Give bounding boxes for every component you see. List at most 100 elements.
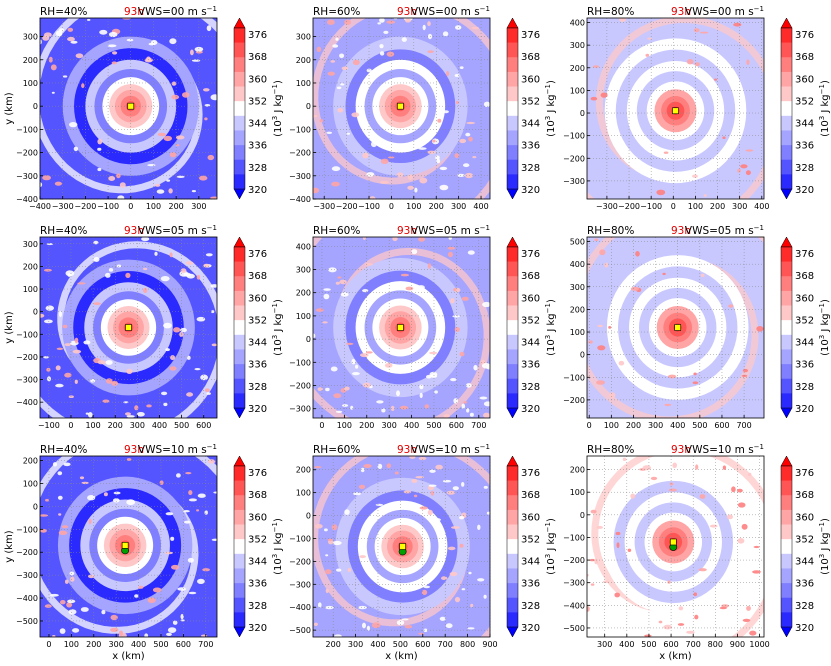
x-tick-label: −400 [29, 202, 51, 211]
convective-cell [600, 92, 608, 98]
convective-cell [88, 518, 92, 525]
convective-cell [590, 583, 595, 586]
convective-cell [424, 404, 429, 409]
convective-cell [362, 382, 371, 388]
convective-cell [644, 634, 652, 637]
y-tick-label: 0 [580, 511, 585, 520]
colorbar-tick-label: 320 [248, 404, 267, 415]
convective-cell [72, 628, 80, 633]
convective-cell [366, 625, 370, 631]
convective-cell [663, 624, 673, 630]
x-tick-label: 500 [393, 640, 408, 649]
colorbar-tick-label: 336 [521, 141, 540, 152]
convective-cell [415, 476, 425, 479]
convective-cell [486, 364, 490, 370]
convective-cell [377, 22, 382, 25]
convective-cell [469, 412, 474, 417]
convective-cell [693, 592, 698, 597]
panel-title-time: 93h [671, 6, 691, 18]
convective-cell [418, 237, 425, 242]
y-tick-label: −400 [16, 594, 38, 603]
convective-cell [344, 19, 351, 25]
convective-cell [81, 83, 85, 89]
convective-cell [52, 462, 58, 467]
panel-title-time: 93h [671, 444, 691, 456]
convective-cell [630, 493, 636, 499]
x-tick-label: 300 [451, 202, 466, 211]
colorbar-segment [234, 130, 245, 146]
convective-cell [453, 288, 457, 292]
colorbar-segment [507, 495, 518, 511]
colorbar-segment [507, 393, 518, 409]
convective-cell [59, 28, 65, 32]
convective-cell [358, 605, 367, 610]
colorbar-tick-label: 320 [521, 185, 540, 196]
colorbar-frame [506, 246, 519, 409]
convective-cell [482, 301, 490, 308]
convective-cell [344, 509, 350, 515]
convective-cell [411, 249, 418, 255]
colorbar-tick-label: 352 [521, 534, 540, 545]
convective-cell [396, 172, 404, 178]
convective-cell [206, 25, 212, 32]
convective-cell [160, 276, 170, 282]
x-tick-label: 300 [382, 421, 397, 430]
colorbar-segment [781, 261, 792, 277]
convective-cell [88, 412, 93, 418]
convective-cell [90, 379, 96, 383]
colorbar-segment [234, 480, 245, 496]
panel-1: −400 −300 −200 −100 0 100 200 3003002001000−100… [4, 5, 284, 211]
colorbar-tick-label: 328 [521, 601, 540, 612]
convective-cell [168, 188, 173, 194]
convective-cell [434, 390, 438, 394]
convective-cell [594, 558, 599, 565]
convective-cell [467, 250, 475, 255]
colorbar-segment [507, 305, 518, 321]
convective-cell [672, 462, 677, 469]
convective-cell [448, 237, 452, 240]
convective-cell [737, 168, 741, 173]
colorbar: 376 368 360 352 344 336 328 320 (103 J kg−1) [780, 17, 831, 200]
x-tick-label: 400 [404, 421, 419, 430]
convective-cell [143, 287, 148, 293]
colorbar-extend-min [233, 626, 246, 638]
convective-cell [154, 183, 161, 187]
colorbar-tick-label: 320 [521, 623, 540, 634]
colorbar-segment [234, 378, 245, 394]
convective-cell [656, 189, 666, 196]
y-tick-label: −200 [16, 149, 38, 158]
colorbar-tick-label: 344 [521, 338, 540, 349]
convective-cell [604, 262, 609, 268]
convective-cell [737, 502, 746, 508]
x-tick-label: 600 [449, 421, 464, 430]
convective-cell [692, 174, 698, 178]
colorbar-segment [781, 130, 792, 146]
y-tick-label: −100 [563, 373, 585, 382]
colorbar-segment [781, 393, 792, 409]
convective-cell [471, 26, 479, 30]
colorbar: 376 368 360 352 344 336 328 320 (103 J kg−1) [780, 236, 831, 419]
convective-cell [472, 156, 477, 159]
convective-cell [313, 115, 318, 118]
panel-title-vws: VWS=05 m s−1 [685, 224, 764, 237]
convective-cell [105, 272, 111, 278]
convective-cell [83, 340, 91, 345]
colorbar: 376 368 360 352 344 336 328 320 (103 J kg−1) [233, 17, 284, 200]
y-tick-label: 0 [33, 308, 38, 317]
colorbar-tick-label: 320 [248, 623, 267, 634]
convective-cell [146, 56, 151, 61]
x-tick-label: 200 [429, 202, 444, 211]
colorbar-segment [781, 145, 792, 161]
x-axis-label: x (km) [112, 651, 145, 662]
colorbar-segment [234, 349, 245, 365]
convective-cell [77, 282, 86, 285]
colorbar-tick-label: 328 [521, 163, 540, 174]
convective-cell [427, 21, 431, 27]
convective-cell [457, 173, 465, 177]
convective-cell [70, 40, 78, 44]
convective-cell [449, 571, 458, 577]
convective-cell [753, 545, 760, 549]
convective-cell [60, 600, 66, 605]
colorbar-frame [780, 465, 793, 628]
convective-cell [72, 349, 82, 354]
